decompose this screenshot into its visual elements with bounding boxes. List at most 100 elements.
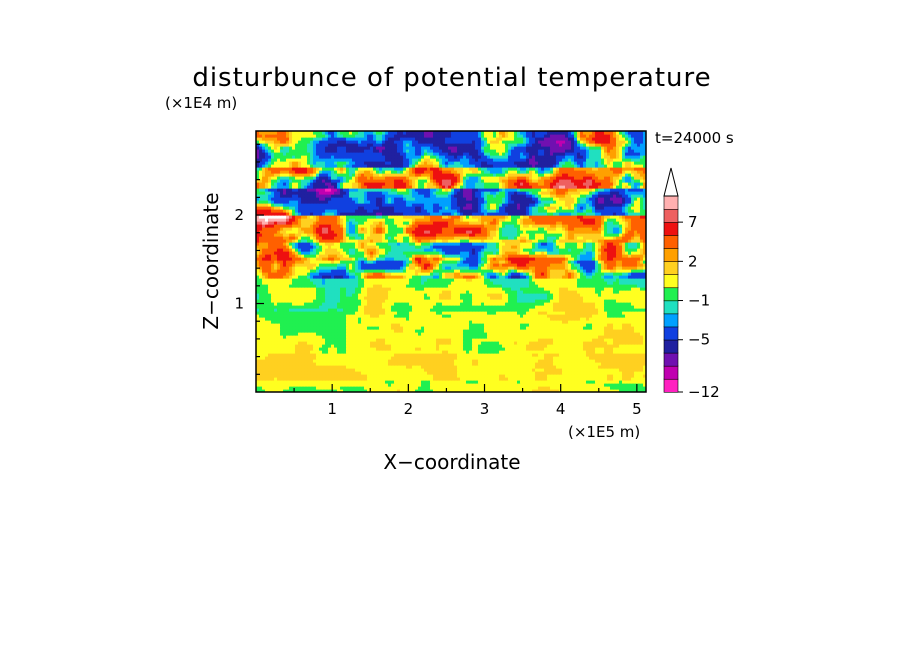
heatmap-cell xyxy=(361,380,365,384)
heatmap-cell xyxy=(493,362,497,366)
heatmap-cell xyxy=(622,380,626,384)
heatmap-cell xyxy=(325,374,329,378)
heatmap-cell xyxy=(553,371,557,375)
heatmap-cell xyxy=(421,359,425,363)
heatmap-cell xyxy=(580,353,584,357)
heatmap-cell xyxy=(574,371,578,375)
heatmap-cell xyxy=(499,359,503,363)
heatmap-cell xyxy=(451,365,455,369)
heatmap-cell xyxy=(532,380,536,384)
heatmap-cell xyxy=(256,377,260,381)
heatmap-cell xyxy=(520,374,524,378)
heatmap-cell xyxy=(340,380,344,384)
heatmap-cell xyxy=(523,359,527,363)
heatmap-cell xyxy=(457,386,461,390)
heatmap-cell xyxy=(325,353,329,357)
heatmap-cell xyxy=(598,374,602,378)
heatmap-cell xyxy=(373,359,377,363)
heatmap-cell xyxy=(589,365,593,369)
heatmap-cell xyxy=(523,368,527,372)
heatmap-cell xyxy=(553,383,557,387)
heatmap-cell xyxy=(493,386,497,390)
heatmap-cell xyxy=(553,365,557,369)
heatmap-cell xyxy=(634,365,638,369)
heatmap-cell xyxy=(565,380,569,384)
heatmap-cell xyxy=(598,368,602,372)
heatmap-cell xyxy=(304,365,308,369)
heatmap-cell xyxy=(415,383,419,387)
heatmap-cell xyxy=(640,362,644,366)
heatmap-cell xyxy=(565,386,569,390)
heatmap-cell xyxy=(529,356,533,360)
heatmap-cell xyxy=(394,383,398,387)
heatmap-cell xyxy=(466,350,470,354)
heatmap-cell xyxy=(436,371,440,375)
heatmap-cell xyxy=(325,368,329,372)
heatmap-cell xyxy=(592,389,596,392)
heatmap-cell xyxy=(391,377,395,381)
heatmap-cell xyxy=(538,377,542,381)
heatmap-cell xyxy=(481,389,485,392)
heatmap-cell xyxy=(427,380,431,384)
heatmap-cell xyxy=(343,380,347,384)
heatmap-cell xyxy=(430,383,434,387)
heatmap-cell xyxy=(388,389,392,392)
heatmap-cell xyxy=(313,356,317,360)
heatmap-cell xyxy=(631,356,635,360)
heatmap-cell xyxy=(394,350,398,354)
heatmap-cell xyxy=(433,359,437,363)
heatmap-cell xyxy=(376,368,380,372)
heatmap-cell xyxy=(580,386,584,390)
heatmap-cell xyxy=(415,347,419,351)
heatmap-cell xyxy=(526,386,530,390)
heatmap-cell xyxy=(394,368,398,372)
heatmap-cell xyxy=(571,383,575,387)
heatmap-cell xyxy=(571,365,575,369)
heatmap-cell xyxy=(628,380,632,384)
heatmap-cell xyxy=(505,371,509,375)
heatmap-cell xyxy=(358,371,362,375)
heatmap-cell xyxy=(502,386,506,390)
heatmap-cell xyxy=(319,356,323,360)
heatmap-cell xyxy=(511,377,515,381)
heatmap-cell xyxy=(418,362,422,366)
heatmap-cell xyxy=(568,371,572,375)
heatmap-cell xyxy=(337,350,341,354)
heatmap-cell xyxy=(301,365,305,369)
heatmap-cell xyxy=(355,377,359,381)
heatmap-cell xyxy=(631,386,635,390)
heatmap-cell xyxy=(466,359,470,363)
heatmap-cell xyxy=(517,365,521,369)
heatmap-cell xyxy=(418,383,422,387)
heatmap-cell xyxy=(511,383,515,387)
heatmap-cell xyxy=(556,371,560,375)
heatmap-cell xyxy=(625,350,629,354)
heatmap-cell xyxy=(406,380,410,384)
heatmap-cell xyxy=(505,362,509,366)
heatmap-cell xyxy=(262,389,266,392)
heatmap-cell xyxy=(406,362,410,366)
heatmap-cell xyxy=(496,368,500,372)
heatmap-cell xyxy=(265,380,269,384)
heatmap-cell xyxy=(373,347,377,351)
heatmap-cell xyxy=(388,380,392,384)
heatmap-cell xyxy=(439,359,443,363)
heatmap-cell xyxy=(445,386,449,390)
heatmap-cell xyxy=(304,347,308,351)
heatmap-cell xyxy=(586,383,590,387)
heatmap-cell xyxy=(394,386,398,390)
heatmap-cell xyxy=(505,353,509,357)
heatmap-cell xyxy=(409,374,413,378)
heatmap-cell xyxy=(397,368,401,372)
heatmap-cell xyxy=(619,383,623,387)
heatmap-cell xyxy=(376,353,380,357)
heatmap-cell xyxy=(271,374,275,378)
heatmap-cell xyxy=(442,356,446,360)
heatmap-cell xyxy=(502,377,506,381)
heatmap-cell xyxy=(376,359,380,363)
heatmap-cell xyxy=(376,383,380,387)
heatmap-cell xyxy=(637,383,641,387)
heatmap-cell xyxy=(295,368,299,372)
heatmap-cell xyxy=(439,365,443,369)
heatmap-cell xyxy=(496,353,500,357)
